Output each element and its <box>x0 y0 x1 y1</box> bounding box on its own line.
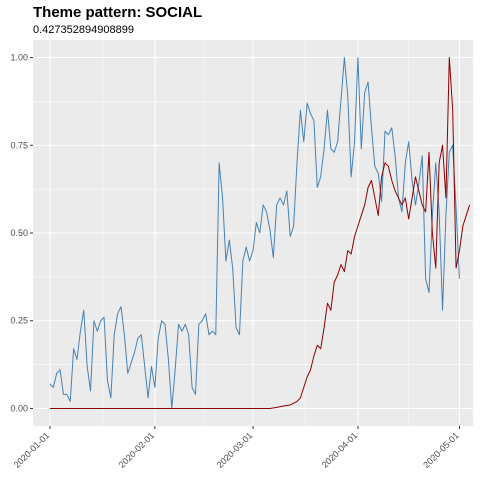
x-tick-label: 2020-01-01 <box>12 430 52 470</box>
y-tick-label: 0.75 <box>10 140 28 150</box>
x-tick-label: 2020-05-01 <box>421 430 461 470</box>
y-tick-label: 0.25 <box>10 316 28 326</box>
x-tick-label: 2020-04-01 <box>320 430 360 470</box>
y-tick-label: 1.00 <box>10 53 28 63</box>
x-tick-label: 2020-03-01 <box>215 430 255 470</box>
y-tick-label: 0.00 <box>10 403 28 413</box>
y-tick-label: 0.50 <box>10 228 28 238</box>
x-tick-label: 2020-02-01 <box>117 430 157 470</box>
